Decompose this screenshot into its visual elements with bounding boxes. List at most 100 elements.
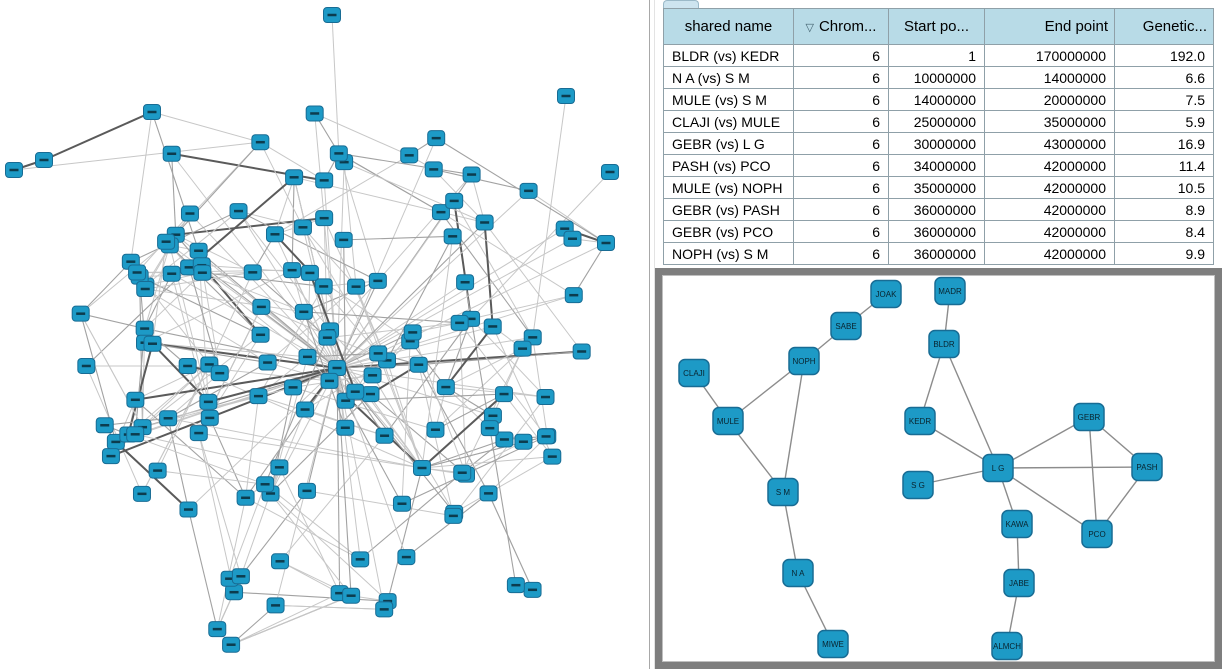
network-node[interactable]: [179, 501, 198, 518]
network-node[interactable]: [597, 235, 615, 251]
network-node[interactable]: [315, 172, 334, 189]
network-node[interactable]: [251, 326, 270, 343]
network-node[interactable]: [436, 379, 455, 396]
network-node-s-m[interactable]: S M: [767, 477, 799, 507]
network-node-jabe[interactable]: JABE: [1003, 568, 1035, 598]
network-node[interactable]: [300, 264, 319, 281]
network-node[interactable]: [334, 231, 353, 248]
column-header-genetic[interactable]: Genetic...: [1114, 8, 1214, 45]
table-cell[interactable]: 16.9: [1114, 132, 1214, 155]
network-node[interactable]: [413, 460, 431, 476]
network-node[interactable]: [305, 105, 324, 122]
network-node[interactable]: [479, 485, 498, 502]
network-node[interactable]: [189, 425, 208, 442]
network-node[interactable]: [564, 287, 583, 304]
table-cell[interactable]: 35000000: [888, 176, 985, 199]
table-cell[interactable]: 5.9: [1114, 110, 1214, 133]
network-node[interactable]: [249, 388, 268, 405]
network-node-n-a[interactable]: N A: [782, 558, 814, 588]
network-node[interactable]: [265, 226, 284, 243]
network-node[interactable]: [132, 485, 151, 502]
network-node[interactable]: [157, 233, 176, 250]
network-node[interactable]: [101, 448, 120, 465]
table-cell[interactable]: 11.4: [1114, 154, 1214, 177]
network-node[interactable]: [243, 264, 262, 281]
network-node[interactable]: [258, 354, 277, 371]
table-cell[interactable]: MULE (vs) S M: [663, 88, 794, 111]
network-node[interactable]: [35, 152, 53, 168]
network-node[interactable]: [200, 409, 219, 426]
network-node[interactable]: [323, 7, 341, 23]
network-node[interactable]: [495, 386, 514, 403]
network-node-noph[interactable]: NOPH: [788, 346, 820, 376]
network-node-miwe[interactable]: MIWE: [817, 629, 849, 659]
network-node-madr[interactable]: MADR: [934, 276, 966, 306]
network-node[interactable]: [514, 433, 533, 450]
network-node[interactable]: [180, 205, 199, 222]
network-node[interactable]: [225, 584, 244, 601]
network-node-kedr[interactable]: KEDR: [904, 406, 936, 436]
network-node[interactable]: [601, 164, 619, 180]
table-cell[interactable]: 42000000: [984, 242, 1115, 265]
network-node[interactable]: [506, 577, 525, 594]
network-node[interactable]: [426, 421, 445, 438]
table-row[interactable]: CLAJI (vs) MULE 6 25000000 35000000 5.9: [663, 110, 1214, 133]
network-node[interactable]: [162, 265, 181, 282]
network-node[interactable]: [208, 621, 227, 638]
network-node[interactable]: [557, 88, 575, 104]
network-node[interactable]: [77, 357, 96, 374]
network-node[interactable]: [5, 162, 23, 178]
network-node[interactable]: [162, 145, 181, 162]
network-node[interactable]: [285, 169, 304, 186]
network-node[interactable]: [296, 401, 315, 418]
table-cell[interactable]: 42000000: [984, 220, 1115, 243]
network-node[interactable]: [361, 386, 380, 403]
network-node[interactable]: [363, 367, 382, 384]
table-cell[interactable]: 10.5: [1114, 176, 1214, 199]
table-row[interactable]: GEBR (vs) L G 6 30000000 43000000 16.9: [663, 132, 1214, 155]
table-cell[interactable]: 170000000: [984, 44, 1115, 67]
network-node[interactable]: [159, 410, 178, 427]
network-node[interactable]: [128, 264, 147, 281]
network-node[interactable]: [270, 459, 289, 476]
network-node[interactable]: [424, 161, 443, 178]
table-cell[interactable]: 36000000: [888, 242, 985, 265]
network-node-gebr[interactable]: GEBR: [1073, 402, 1105, 432]
table-row[interactable]: MULE (vs) NOPH 6 35000000 42000000 10.5: [663, 176, 1214, 199]
table-cell[interactable]: 10000000: [888, 66, 985, 89]
network-node[interactable]: [523, 581, 542, 598]
network-node[interactable]: [392, 495, 411, 512]
table-cell[interactable]: GEBR (vs) L G: [663, 132, 794, 155]
table-cell[interactable]: 6: [793, 44, 889, 67]
network-node[interactable]: [375, 427, 394, 444]
network-node[interactable]: [347, 278, 366, 295]
table-cell[interactable]: CLAJI (vs) MULE: [663, 110, 794, 133]
network-node[interactable]: [462, 166, 481, 183]
network-node-bldr[interactable]: BLDR: [928, 329, 960, 359]
overview-network-canvas[interactable]: [0, 0, 649, 669]
table-cell[interactable]: 6: [793, 198, 889, 221]
network-node[interactable]: [431, 204, 450, 221]
table-cell[interactable]: 6: [793, 88, 889, 111]
network-node-joak[interactable]: JOAK: [870, 279, 902, 309]
table-cell[interactable]: GEBR (vs) PASH: [663, 198, 794, 221]
network-node-pco[interactable]: PCO: [1081, 519, 1113, 549]
table-cell[interactable]: 6: [793, 110, 889, 133]
network-node[interactable]: [519, 182, 538, 199]
network-node[interactable]: [189, 242, 208, 259]
table-cell[interactable]: 42000000: [984, 154, 1115, 177]
network-node[interactable]: [293, 219, 312, 236]
network-node[interactable]: [403, 324, 422, 341]
network-node[interactable]: [256, 476, 275, 493]
network-node[interactable]: [329, 145, 348, 162]
table-cell[interactable]: 6: [793, 176, 889, 199]
table-cell[interactable]: 6: [793, 132, 889, 155]
network-node[interactable]: [537, 428, 556, 445]
column-header-end-point[interactable]: End point: [984, 8, 1115, 45]
network-node[interactable]: [229, 203, 248, 220]
network-node[interactable]: [480, 420, 499, 437]
table-row[interactable]: BLDR (vs) KEDR 6 1 170000000 192.0: [663, 44, 1214, 67]
network-node[interactable]: [284, 379, 303, 396]
network-node-kawa[interactable]: KAWA: [1001, 509, 1033, 539]
table-cell[interactable]: N A (vs) S M: [663, 66, 794, 89]
